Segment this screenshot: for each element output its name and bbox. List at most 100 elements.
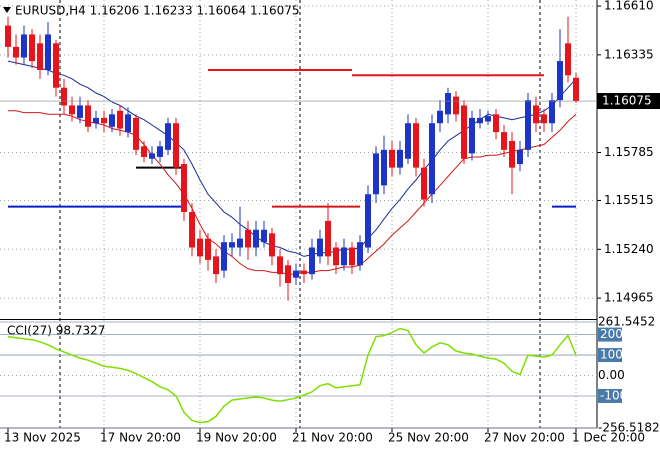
candle-body [573,77,579,102]
candle-body [341,247,347,266]
candle-body [189,212,195,248]
candle-body [533,105,539,124]
candle-body [445,93,451,115]
candle-body [373,153,379,195]
candle-body [509,140,515,168]
y-tick-label: 1.16335 [604,47,654,61]
candle-body [405,123,411,159]
candle-body [29,34,35,62]
candle-body [237,238,243,248]
candle-body [93,117,99,124]
candle-body [541,114,547,124]
candle-body [13,46,19,58]
candle-body [565,43,571,76]
candle-body [309,247,315,275]
candle-body [301,270,307,275]
y-tick-label: 1.16610 [604,0,654,13]
cci-line [7,327,577,424]
candle-body [261,229,267,243]
x-tick-label: 25 Nov 20:00 [388,431,469,445]
candle-body [173,123,179,168]
candle-body [221,242,227,271]
candle-body [397,149,403,168]
candle-body [429,123,435,195]
candle-body [285,265,291,284]
candle-body [149,153,155,159]
candle-body [117,110,123,129]
candle-body [269,233,275,257]
candle-body [389,149,395,168]
y-tick-label: 1.14965 [604,291,654,305]
candle-body [181,164,187,212]
candle-body [197,238,203,257]
y-tick-label: -256.5182 [598,421,660,435]
candle-body [517,149,523,165]
candle-body [109,114,115,127]
candle-body [229,242,235,248]
symbol-arrow [3,7,11,13]
indicator-title: CCI(27) 98.7327 [7,324,105,338]
candle-body [53,43,59,88]
candle-body [101,117,107,124]
x-tick-label: 13 Nov 2025 [4,431,81,445]
candle-body [253,229,259,248]
candle-body [381,149,387,186]
candle-body [349,247,355,266]
y-tick-label: 1.15240 [604,242,654,256]
candle-body [413,123,419,168]
candle-body [45,34,51,70]
candle-body [21,34,27,58]
tick-box [598,388,622,403]
candle-body [157,146,163,157]
candle-body [125,114,131,133]
candle-body [165,123,171,150]
candle-body [421,167,427,200]
y-tick-label: 261.5452 [598,315,655,329]
candle-body [37,43,43,70]
candle-body [77,105,83,118]
candle-body [277,256,283,275]
indicator-line [8,110,577,275]
tick-box [598,348,622,363]
tick-box [598,327,622,342]
candle-body [549,100,555,124]
candle-body [557,61,563,101]
current-price-box [597,93,660,110]
x-tick-label: 19 Nov 20:00 [196,431,277,445]
candle-body [5,25,11,47]
y-tick-label: 200 [600,327,623,341]
candle-body [133,117,139,150]
current-price-label: 1.16075 [602,94,652,108]
candle-body [437,110,443,124]
x-tick-label: 1 Dec 20:00 [572,431,645,445]
candle-body [493,114,499,133]
candle-body [245,229,251,248]
candle-body [357,242,363,266]
chart-title: EURUSD,H4 1.16206 1.16233 1.16064 1.1607… [15,4,300,18]
candle-body [213,256,219,275]
candle-body [85,105,91,127]
candle-body [333,247,339,266]
y-tick-label: 100 [600,348,623,362]
candle-body [477,117,483,124]
candle-body [61,87,67,106]
candle-body [205,238,211,260]
candle-body [469,117,475,154]
candle-body [501,132,507,150]
candle-body [525,100,531,150]
candle-body [461,105,467,159]
candle-body [453,96,459,115]
candle-body [293,270,299,278]
y-tick-label: -100 [600,388,627,402]
x-tick-label: 17 Nov 20:00 [100,431,181,445]
candle-body [325,220,331,257]
candle-body [317,238,323,257]
candle-body [69,105,75,115]
y-tick-label: 1.15785 [604,145,654,159]
y-tick-label: 0.00 [598,368,625,382]
candle-body [365,194,371,248]
x-tick-label: 27 Nov 20:00 [484,431,565,445]
y-tick-label: 1.15515 [604,193,654,207]
